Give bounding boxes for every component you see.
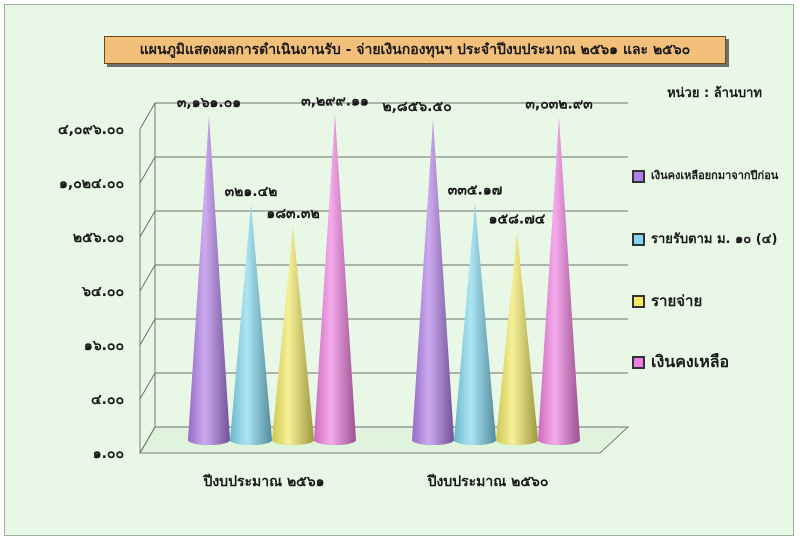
gridline-side [139, 156, 156, 184]
legend-item: เงินคงเหลือยกมาจากปีก่อน [632, 166, 778, 184]
legend-label: รายรับตาม ม. ๑๐ (๔) [651, 232, 778, 247]
gridline-side [139, 318, 156, 346]
data-label: ๓,๒๙๙.๑๑ [301, 93, 369, 109]
y-tick-label: ๑๖.๐๐ [84, 338, 124, 354]
data-label: ๓,๐๓๒.๙๓ [525, 97, 593, 113]
gridline-side [139, 426, 156, 454]
y-tick-label: ๔,๐๙๖.๐๐ [58, 122, 124, 138]
gridline-side [139, 264, 156, 292]
legend-item: รายรับตาม ม. ๑๐ (๔) [632, 228, 777, 249]
data-label: ๓,๑๖๑.๐๑ [177, 95, 241, 111]
gridline-side [139, 210, 156, 238]
cone-bar [314, 113, 356, 446]
data-label: ๑๘๓.๓๒ [266, 206, 319, 222]
legend-swatch [632, 295, 645, 308]
legend-label: รายจ่าย [651, 292, 703, 310]
unit-label: หน่วย : ล้านบาท [667, 86, 762, 101]
gridline-side [139, 372, 156, 400]
legend-item: รายจ่าย [632, 289, 702, 313]
cone-bar [230, 204, 272, 445]
cone-bar [412, 119, 454, 445]
legend-swatch [632, 233, 645, 246]
legend-label: เงินคงเหลือยกมาจากปีก่อน [651, 169, 779, 182]
data-label: ๓๓๕.๑๗ [448, 183, 502, 199]
y-tick-label: ๒๕๖.๐๐ [73, 230, 124, 246]
legend-label: เงินคงเหลือ [651, 352, 730, 371]
cone-bar [538, 116, 580, 446]
cone-bar [272, 226, 314, 445]
cone-bar [496, 231, 538, 445]
y-tick-label: ๑,๐๒๔.๐๐ [59, 176, 124, 192]
x-tick-label: ปีงบประมาณ ๒๕๖๐ [426, 474, 548, 490]
data-label: ๒,๘๕๖.๕๐ [382, 99, 451, 115]
y-tick-label: ๑.๐๐ [93, 446, 124, 462]
legend-swatch [632, 356, 645, 369]
chart-title: แผนภูมิแสดงผลการดำเนินงานรับ - จ่ายเงินก… [104, 36, 726, 64]
data-label: ๑๕๘.๗๔ [489, 212, 546, 228]
y-tick-label: ๔.๐๐ [91, 392, 124, 408]
y-tick-label: ๖๔.๐๐ [81, 284, 124, 300]
x-tick-label: ปีงบประมาณ ๒๕๖๑ [202, 474, 325, 490]
data-label: ๓๒๑.๔๒ [225, 184, 278, 200]
gridline-side [139, 102, 156, 130]
legend-swatch [632, 169, 645, 183]
legend-item: เงินคงเหลือ [632, 350, 729, 375]
cone-bar [188, 115, 230, 445]
cone-bar [454, 202, 496, 445]
